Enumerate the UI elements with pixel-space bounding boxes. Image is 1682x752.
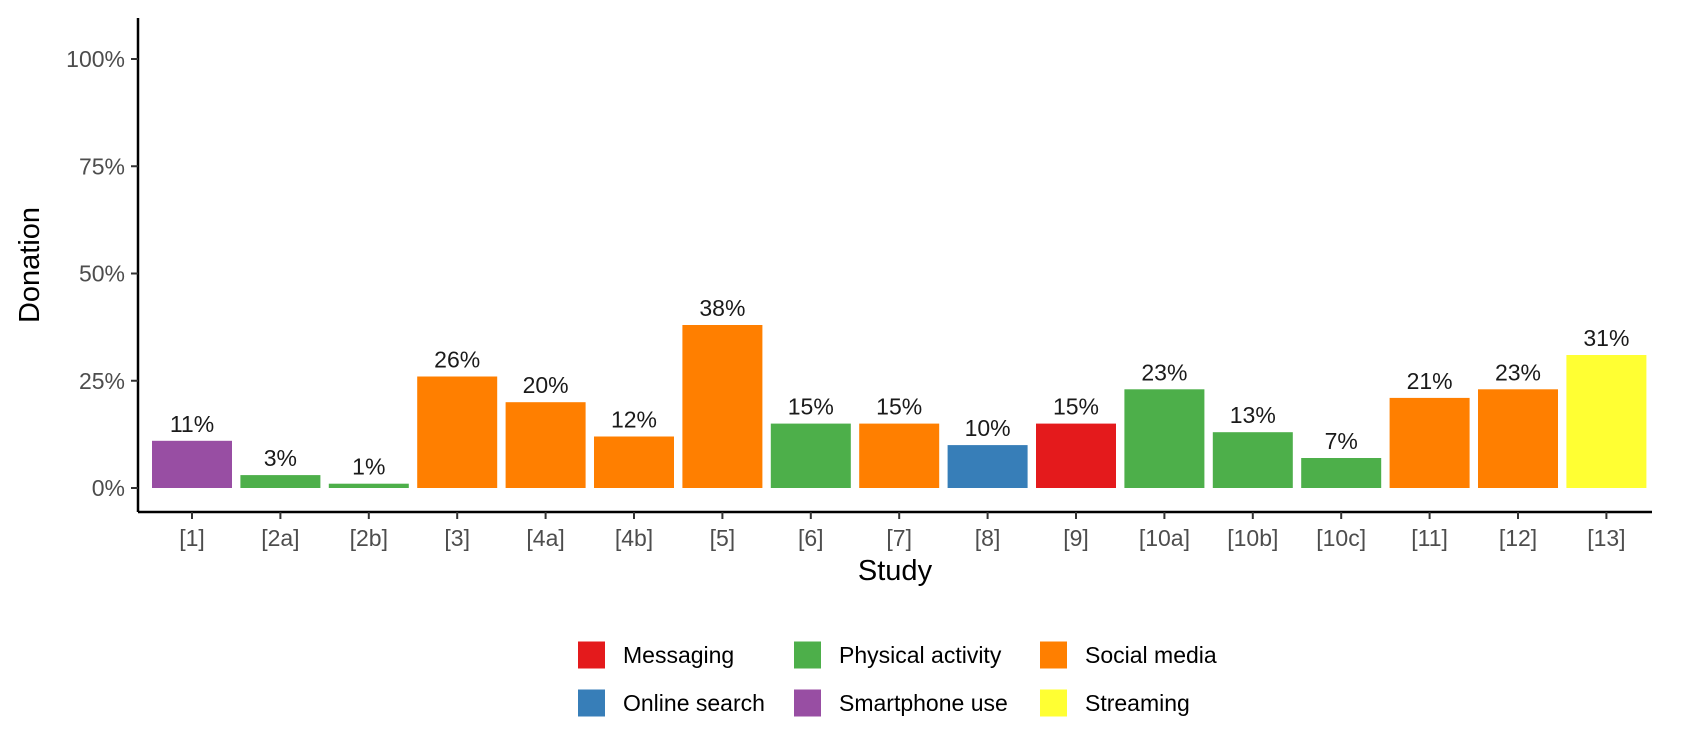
x-tick-label: [2b] [350,525,388,551]
legend-swatch [794,689,821,717]
axes-layer: 0% 25% 50% 75% 100% [1] [2a] [2b] [3] [4a] [4b] [5]… [66,18,1652,551]
legend-label: Social media [1085,642,1217,668]
x-tick-label: [8] [975,525,1001,551]
bar-value-label: 15% [788,394,834,420]
bar-6 [770,423,851,488]
bar-12 [1478,389,1558,488]
bar-3 [417,376,498,488]
y-tick-label: 100% [66,46,125,72]
bar-2b [328,483,409,488]
legend-item: Physical activity [794,641,1002,669]
bar-8 [947,445,1028,488]
x-tick-label: [1] [179,525,205,551]
x-tick-label: [13] [1587,525,1625,551]
x-tick-label: [6] [798,525,824,551]
bar-4a [505,402,586,488]
legend-item: Streaming [1040,689,1190,717]
x-tick-label: [10b] [1227,525,1278,551]
bar-value-label: 11% [170,411,214,437]
bar-value-label: 31% [1583,325,1629,351]
bar-2a [240,475,321,488]
legend-item: Messaging [578,641,734,669]
x-tick-label: [10a] [1139,525,1190,551]
bar-value-label: 23% [1495,359,1541,385]
y-tick-label: 75% [79,153,125,179]
bar-10a [1124,389,1205,488]
bar-value-label: 15% [876,394,922,420]
x-axis-title: Study [858,555,933,587]
bar-9 [1036,423,1116,488]
legend-label: Online search [623,690,765,716]
bar-5 [682,325,763,488]
bars-layer [152,325,1647,488]
legend: Messaging Online search Physical activity S… [578,641,1217,717]
bar-value-label: 23% [1141,359,1187,385]
y-tick-label: 25% [79,368,125,394]
legend-label: Smartphone use [839,690,1008,716]
y-tick-label: 0% [92,475,125,501]
bar-1 [152,440,232,488]
x-tick-label: [12] [1499,525,1537,551]
bar-value-label: 7% [1325,428,1358,454]
bar-value-label: 20% [523,372,569,398]
bar-value-label: 10% [965,415,1011,441]
bar-value-label: 15% [1053,394,1099,420]
legend-item: Social media [1040,641,1217,669]
x-tick-label: [4b] [615,525,653,551]
bar-10b [1212,432,1293,488]
legend-item: Online search [578,689,765,717]
bar-11 [1389,397,1470,488]
bar-value-label: 1% [352,454,385,480]
bar-4b [594,436,674,488]
legend-swatch [1040,689,1067,717]
bar-10c [1301,458,1382,488]
legend-label: Streaming [1085,690,1190,716]
x-tick-label: [7] [886,525,912,551]
bar-value-label: 13% [1230,402,1276,428]
bar-7 [859,423,940,488]
legend-swatch [794,641,821,669]
y-tick-label: 50% [79,261,125,287]
bar-value-label: 3% [264,445,297,471]
bar-value-label: 21% [1407,368,1453,394]
x-tick-label: [5] [710,525,736,551]
legend-swatch [578,641,605,669]
legend-item: Smartphone use [794,689,1008,717]
x-tick-label: [11] [1411,525,1448,551]
x-tick-label: [10c] [1316,525,1366,551]
legend-swatch [1040,641,1067,669]
bar-value-label: 38% [699,295,745,321]
x-tick-label: [3] [444,525,470,551]
legend-label: Messaging [623,642,734,668]
bar-value-label: 12% [611,407,657,433]
x-tick-label: [2a] [261,525,299,551]
x-tick-label: [9] [1063,525,1089,551]
y-axis-title: Donation [14,207,46,323]
legend-swatch [578,689,605,717]
legend-label: Physical activity [839,642,1002,668]
bar-labels-layer: 11% 3% 1% 26% 20% 12% 38% 15% 15% 10% 15% 23% 13% 7% 2… [170,295,1630,480]
bar-13 [1566,355,1647,488]
bar-value-label: 26% [434,347,480,373]
x-tick-label: [4a] [526,525,564,551]
